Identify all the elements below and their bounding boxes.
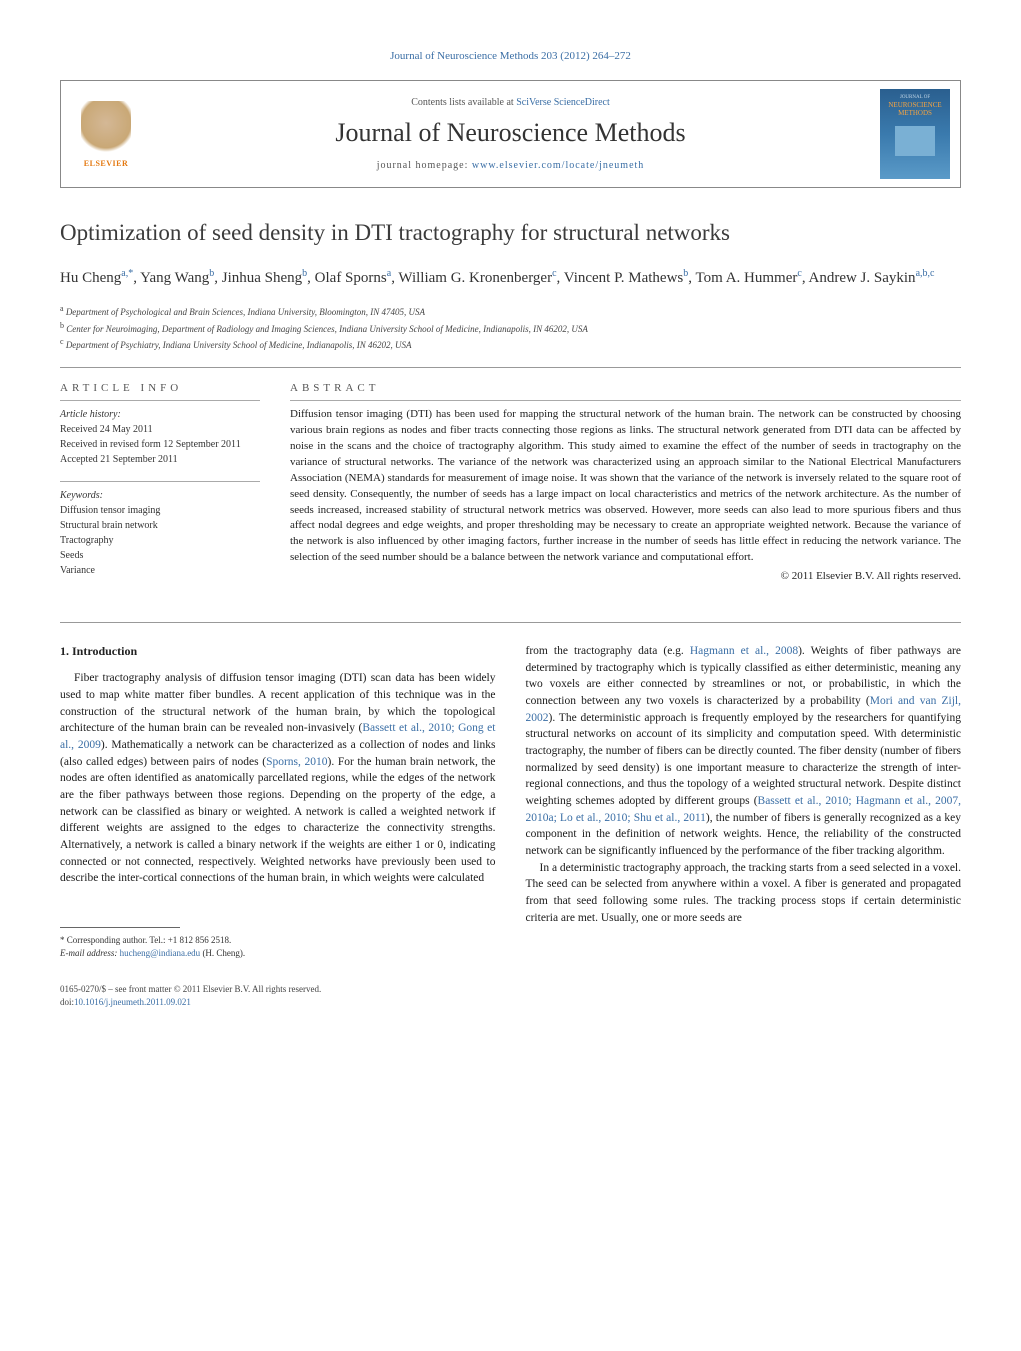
body-paragraph: Fiber tractography analysis of diffusion… [60, 670, 496, 887]
keyword: Tractography [60, 535, 114, 546]
body-paragraph: from the tractography data (e.g. Hagmann… [526, 643, 962, 860]
cover-title: JOURNAL OF NEUROSCIENCE METHODS [888, 95, 941, 118]
journal-cover-box: JOURNAL OF NEUROSCIENCE METHODS [870, 81, 960, 187]
keywords-list: Diffusion tensor imaging Structural brain… [60, 505, 160, 576]
footnote-corr: * Corresponding author. Tel.: +1 812 856… [60, 934, 496, 947]
abstract-copyright: © 2011 Elsevier B.V. All rights reserved… [290, 570, 961, 582]
history-accepted: Accepted 21 September 2011 [60, 454, 178, 465]
footer-doi-line: doi:10.1016/j.jneumeth.2011.09.021 [60, 996, 961, 1009]
history-revised: Received in revised form 12 September 20… [60, 439, 241, 450]
keyword: Variance [60, 565, 95, 576]
abstract-column: abstract Diffusion tensor imaging (DTI) … [290, 382, 961, 592]
journal-title: Journal of Neuroscience Methods [161, 118, 860, 148]
author-list: Hu Chenga,*, Yang Wangb, Jinhua Shengb, … [60, 266, 961, 290]
footer-copyright: 0165-0270/$ – see front matter © 2011 El… [60, 983, 961, 996]
article-history: Article history: Received 24 May 2011 Re… [60, 407, 260, 467]
body-column-left: 1. Introduction Fiber tractography analy… [60, 643, 496, 959]
homepage-prefix: journal homepage: [377, 160, 472, 171]
info-rule [60, 481, 260, 482]
publisher-logo-box: ELSEVIER [61, 81, 151, 187]
footnote-email-suffix: (H. Cheng). [200, 948, 245, 958]
publisher-name: ELSEVIER [84, 159, 128, 168]
body-column-right: from the tractography data (e.g. Hagmann… [526, 643, 962, 959]
section-heading-intro: 1. Introduction [60, 643, 496, 660]
footer-doi-label: doi: [60, 997, 74, 1007]
journal-masthead: ELSEVIER Contents lists available at Sci… [60, 80, 961, 188]
journal-cover-thumbnail: JOURNAL OF NEUROSCIENCE METHODS [880, 89, 950, 179]
cover-label-big1: NEUROSCIENCE [888, 101, 941, 109]
affiliation-line: b Center for Neuroimaging, Department of… [60, 320, 961, 337]
sciencedirect-link[interactable]: SciVerse ScienceDirect [516, 97, 610, 108]
citation-link[interactable]: Sporns, 2010 [266, 756, 327, 768]
divider-rule [60, 622, 961, 623]
divider-rule [60, 367, 961, 368]
masthead-center: Contents lists available at SciVerse Sci… [151, 81, 870, 187]
info-rule [290, 400, 961, 401]
abstract-heading: abstract [290, 382, 961, 394]
keywords-label: Keywords: [60, 490, 103, 501]
footnote-email-line: E-mail address: hucheng@indiana.edu (H. … [60, 947, 496, 960]
elsevier-logo: ELSEVIER [71, 94, 141, 174]
cover-label-big2: METHODS [888, 109, 941, 117]
footer-doi-link[interactable]: 10.1016/j.jneumeth.2011.09.021 [74, 997, 191, 1007]
citation-link[interactable]: Hagmann et al., 2008 [690, 645, 798, 657]
footnote-email-label: E-mail address: [60, 948, 120, 958]
abstract-text: Diffusion tensor imaging (DTI) has been … [290, 407, 961, 566]
article-info-column: article info Article history: Received 2… [60, 382, 260, 592]
page-container: Journal of Neuroscience Methods 203 (201… [0, 0, 1021, 1048]
body-paragraph: In a deterministic tractography approach… [526, 860, 962, 927]
keyword: Seeds [60, 550, 83, 561]
affiliations: a Department of Psychological and Brain … [60, 303, 961, 353]
history-received: Received 24 May 2011 [60, 424, 153, 435]
info-abstract-row: article info Article history: Received 2… [60, 382, 961, 592]
keyword: Structural brain network [60, 520, 158, 531]
contents-prefix: Contents lists available at [411, 97, 516, 108]
page-footer: 0165-0270/$ – see front matter © 2011 El… [60, 983, 961, 1008]
body-two-column: 1. Introduction Fiber tractography analy… [60, 643, 961, 959]
homepage-line: journal homepage: www.elsevier.com/locat… [161, 160, 860, 171]
elsevier-tree-icon [81, 101, 131, 156]
article-title: Optimization of seed density in DTI trac… [60, 218, 961, 248]
keywords-block: Keywords: Diffusion tensor imaging Struct… [60, 488, 260, 578]
info-rule [60, 400, 260, 401]
cover-image-placeholder [895, 126, 935, 156]
footnote-email-link[interactable]: hucheng@indiana.edu [120, 948, 201, 958]
affiliation-line: c Department of Psychiatry, Indiana Univ… [60, 336, 961, 353]
running-head: Journal of Neuroscience Methods 203 (201… [60, 50, 961, 62]
corresponding-author-footnote: * Corresponding author. Tel.: +1 812 856… [60, 934, 496, 959]
running-head-text: Journal of Neuroscience Methods 203 (201… [390, 50, 631, 62]
affiliation-line: a Department of Psychological and Brain … [60, 303, 961, 320]
contents-line: Contents lists available at SciVerse Sci… [161, 97, 860, 108]
keyword: Diffusion tensor imaging [60, 505, 160, 516]
footnote-rule [60, 927, 180, 928]
history-label: Article history: [60, 409, 121, 420]
article-info-heading: article info [60, 382, 260, 394]
cover-label-small: JOURNAL OF [900, 95, 930, 100]
homepage-link[interactable]: www.elsevier.com/locate/jneumeth [472, 160, 644, 171]
